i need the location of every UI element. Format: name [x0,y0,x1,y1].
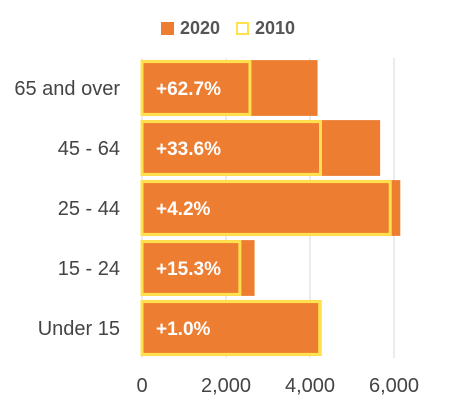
x-tick-label-3: 6,000 [369,375,419,397]
legend-item-2010: 2010 [236,18,295,39]
x-tick-label-1: 2,000 [201,375,251,397]
x-tick-label-2: 4,000 [285,375,335,397]
legend-label-2020: 2020 [179,18,220,38]
legend-label-2010: 2010 [255,18,296,38]
legend-swatch-2020 [160,22,174,35]
category-label-0: 65 and over [14,78,120,100]
data-label-1: +33.6% [156,139,221,160]
data-label-4: +1.0% [156,319,211,340]
bar-2010-outline-3 [140,240,242,296]
data-label-3: +15.3% [156,259,221,280]
bar-2010-outline-0 [140,60,252,116]
legend: 2020 2010 [0,18,456,39]
category-label-2: 25 - 44 [58,198,120,220]
bar-2010-outline-2 [140,180,392,236]
bar-2020-1 [142,120,381,176]
x-tick-label-0: 0 [136,375,147,397]
category-label-1: 45 - 64 [58,138,120,160]
data-label-2: +4.2% [156,199,211,220]
legend-swatch-2010 [236,22,249,35]
bar-2010-outline-1 [140,120,322,176]
bar-2020-4 [142,300,322,356]
bar-2010-outline-4 [140,300,322,356]
bar-2020-0 [142,60,318,116]
bar-2020-2 [142,180,401,236]
data-label-0: +62.7% [156,79,221,100]
category-label-4: Under 15 [38,318,120,340]
bar-2020-3 [142,240,255,296]
legend-item-2020: 2020 [160,18,220,39]
category-label-3: 15 - 24 [58,258,120,280]
